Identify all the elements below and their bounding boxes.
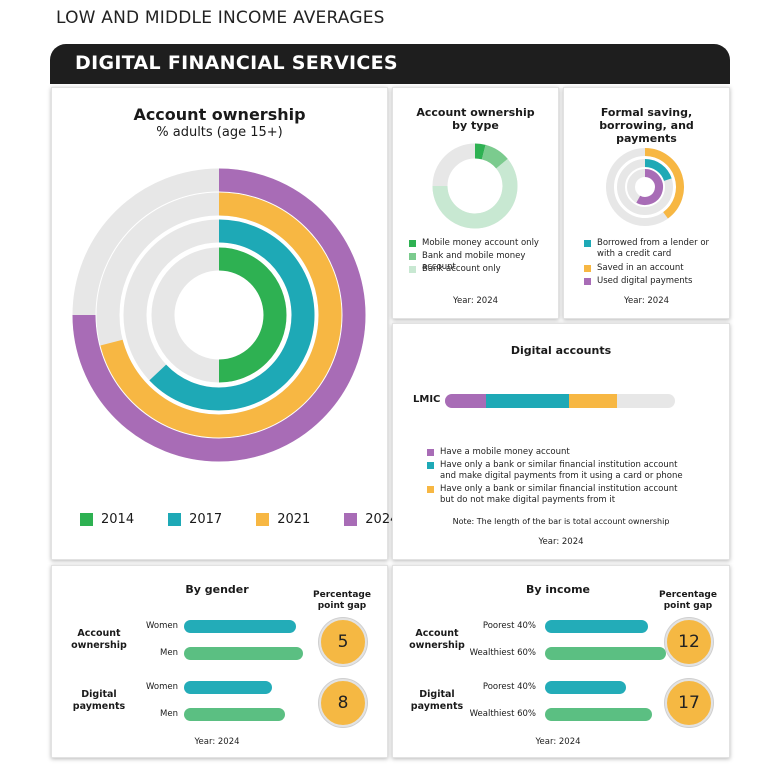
- by-type-donut-chart: [432, 143, 518, 229]
- bar-value: [184, 681, 273, 694]
- legend-item-2021: 2021: [256, 512, 310, 527]
- digital-year: Year: 2024: [538, 537, 584, 547]
- formal-year: Year: 2024: [623, 296, 670, 306]
- legend-item-2014: 2014: [80, 512, 134, 527]
- bar-value: [545, 647, 666, 660]
- donut-slice: [481, 144, 508, 169]
- formal-radial-chart: [606, 148, 684, 226]
- by-type-title: Account ownership by type: [416, 106, 535, 132]
- digital-legend-item: Have a mobile money account: [427, 447, 687, 458]
- ring-saved: [644, 148, 684, 219]
- bar-value: [545, 681, 627, 694]
- digital-legend-item: Have only a bank or similar financial in…: [427, 484, 689, 506]
- donut-slice: [474, 143, 486, 160]
- by-gender-title: By gender: [185, 583, 249, 596]
- ring-borrowed: [644, 159, 672, 182]
- bar-value: [545, 620, 648, 633]
- donut-slice: [432, 158, 518, 229]
- by-type-legend-item: Bank account only: [409, 264, 501, 275]
- by-income-title: By income: [526, 583, 590, 596]
- by-type-card: Account ownership by type Mobile money a…: [392, 87, 559, 319]
- bar-value: [184, 708, 285, 721]
- formal-card: Formal saving, borrowing, and payments B…: [563, 87, 730, 319]
- by-type-legend-item: Bank and mobile money account: [409, 251, 558, 273]
- legend-item-2024: 2024: [344, 512, 398, 527]
- bar-category-label: Wealthiest 60%: [469, 648, 536, 658]
- account-ownership-card: Account ownership % adults (age 15+) 201…: [51, 87, 398, 560]
- account-ownership-radial-chart: [72, 168, 366, 462]
- ring-2017: [149, 219, 315, 411]
- digital-note: Note: The length of the bar is total acc…: [452, 517, 670, 526]
- digital-bar-segment: [445, 394, 487, 408]
- by-income-card: By income Percentage point gap Account o…: [392, 565, 730, 758]
- bar-category-label: Women: [145, 621, 178, 631]
- by-type-year: Year: 2024: [452, 296, 499, 306]
- formal-legend-item: Borrowed from a lender or with a credit …: [584, 238, 720, 260]
- ring-2021: [100, 192, 342, 438]
- gender-year: Year: 2024: [194, 737, 240, 747]
- gender-gap-circle: 5: [319, 618, 367, 666]
- gender-gap-circle: 8: [319, 679, 367, 727]
- digital-accounts-title: Digital accounts: [510, 344, 612, 357]
- income-group-label: Digital payments: [410, 689, 464, 712]
- by-type-legend-item: Mobile money account only: [409, 238, 539, 249]
- bar-category-label: Wealthiest 60%: [469, 709, 536, 719]
- legend-item-2017: 2017: [168, 512, 222, 527]
- formal-legend-item: Saved in an account: [584, 263, 684, 274]
- by-gender-card: By gender Percentage point gap Account o…: [51, 565, 388, 758]
- digital-legend-item: Have only a bank or similar financial in…: [427, 460, 689, 482]
- income-group-label: Account ownership: [409, 628, 465, 651]
- bar-category-label: Men: [160, 648, 178, 658]
- income-gap-circle: 17: [665, 679, 713, 727]
- bar-category-label: Poorest 40%: [482, 621, 536, 631]
- bar-value: [184, 620, 296, 633]
- account-ownership-title: Account ownership: [133, 105, 306, 124]
- gender-group-label: Digital payments: [72, 689, 126, 712]
- formal-title: Formal saving, borrowing, and payments: [599, 106, 694, 145]
- gender-gap-header: Percentage point gap: [313, 590, 371, 611]
- page-kicker: LOW AND MIDDLE INCOME AVERAGES: [56, 8, 385, 28]
- section-title: DIGITAL FINANCIAL SERVICES: [75, 52, 398, 74]
- account-ownership-legend: 2014 2017 2021 2024: [80, 512, 398, 527]
- digital-row-label: LMIC: [413, 394, 441, 405]
- account-ownership-subtitle: % adults (age 15+): [156, 125, 283, 140]
- digital-accounts-card: Digital accounts LMIC Have a mobile mone…: [392, 323, 730, 560]
- income-year: Year: 2024: [535, 737, 581, 747]
- digital-bar-segment: [569, 394, 618, 408]
- digital-bar-segment: [486, 394, 570, 408]
- ring-2024: [72, 168, 366, 462]
- formal-legend-item: Used digital payments: [584, 276, 692, 287]
- digital-stacked-bar: [445, 394, 675, 408]
- income-gap-header: Percentage point gap: [659, 590, 717, 611]
- section-banner: [50, 44, 730, 84]
- bar-value: [184, 647, 304, 660]
- bar-category-label: Poorest 40%: [482, 682, 536, 692]
- gender-group-label: Account ownership: [71, 628, 127, 651]
- ring-used-digital-payments: [636, 169, 663, 205]
- ring-2014: [218, 247, 287, 383]
- bar-category-label: Women: [145, 682, 178, 692]
- bar-value: [545, 708, 653, 721]
- bar-category-label: Men: [160, 709, 178, 719]
- income-gap-circle: 12: [665, 618, 713, 666]
